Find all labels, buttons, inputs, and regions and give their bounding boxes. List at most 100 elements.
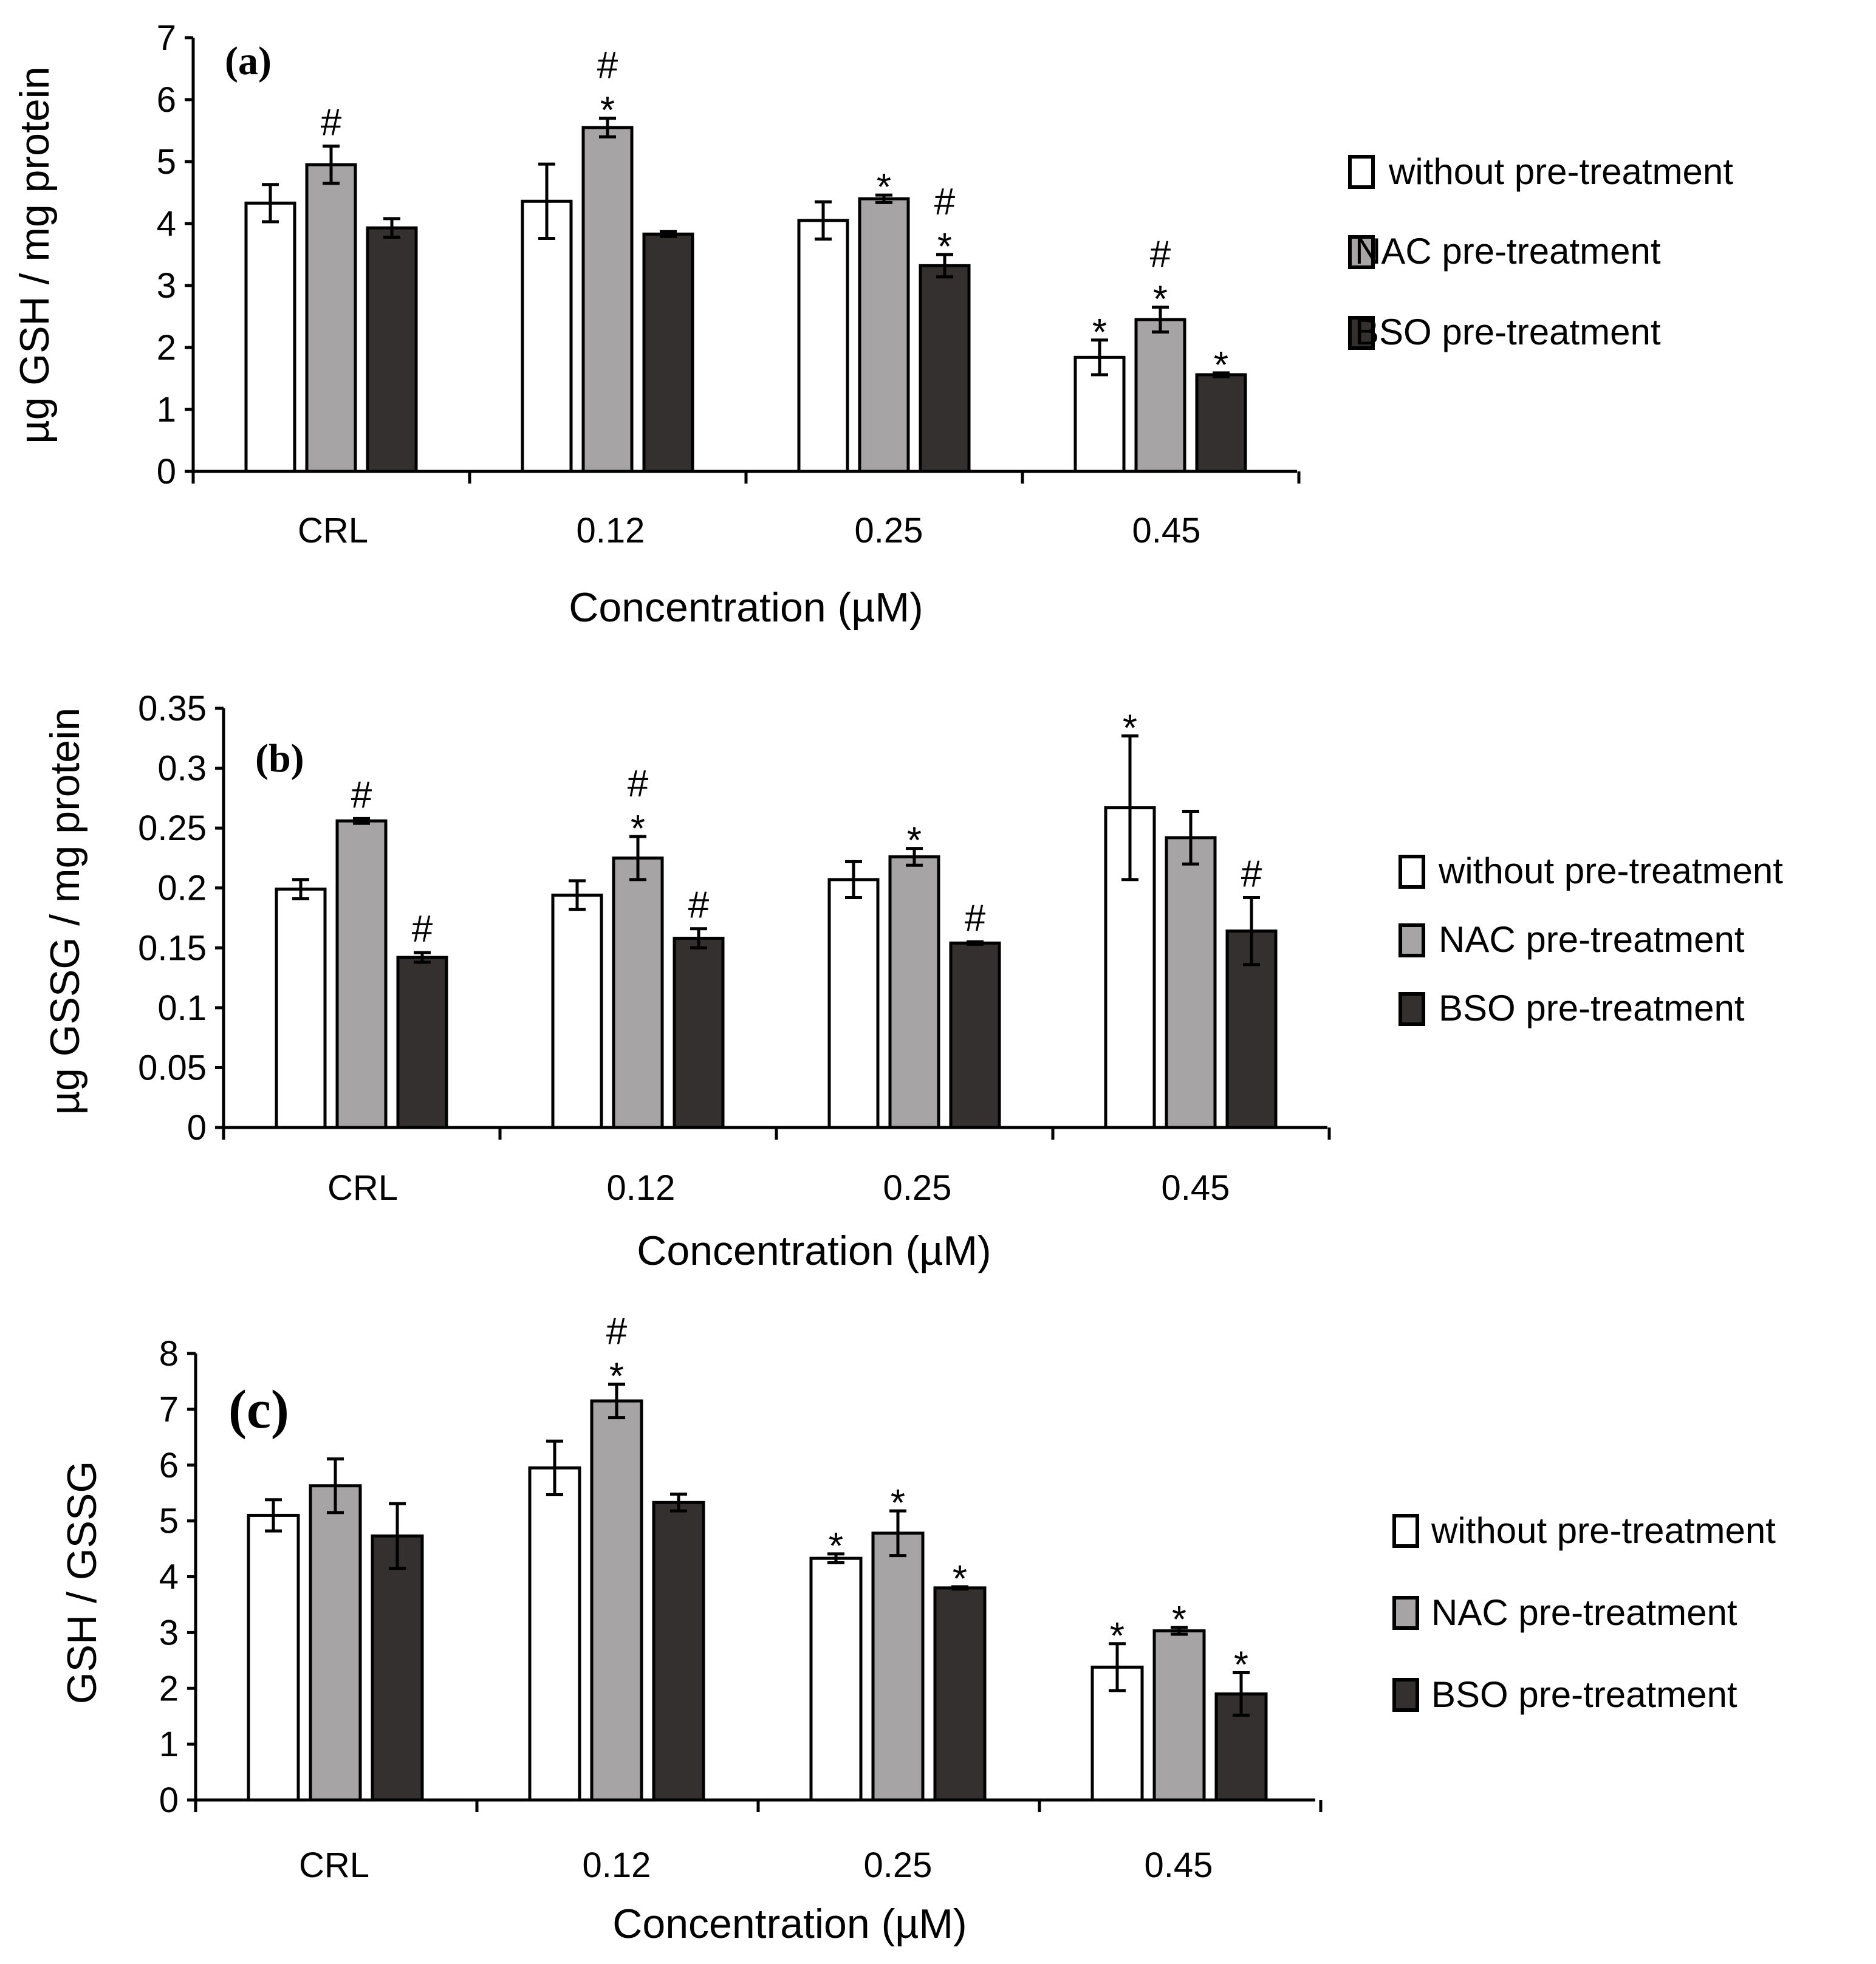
legend: without pre-treatment NAC pre-treatment … <box>1398 850 1783 1028</box>
y-tick-label: 4 <box>159 1558 179 1597</box>
legend-swatch-bso <box>1348 316 1375 350</box>
bar <box>1165 836 1217 1129</box>
bar <box>551 894 603 1129</box>
bar <box>652 1500 705 1802</box>
significance-hash: # <box>965 897 986 939</box>
y-tick-label: 0.1 <box>157 988 207 1028</box>
significance-star: * <box>1234 1644 1248 1686</box>
y-tick-label: 1 <box>157 390 176 429</box>
bar <box>335 819 388 1129</box>
legend-label: BSO pre-treatment <box>1439 988 1745 1028</box>
x-tick-label: CRL <box>298 511 368 550</box>
significance-hash: # <box>688 884 710 926</box>
bar <box>521 199 573 473</box>
significance-hash: # <box>1150 234 1171 276</box>
bar <box>305 163 357 473</box>
bar <box>933 1586 987 1802</box>
legend-label: NAC pre-treatment <box>1431 1592 1737 1633</box>
bar <box>858 197 910 473</box>
y-tick-label: 3 <box>159 1613 179 1652</box>
bar <box>949 941 1001 1129</box>
bar <box>1152 1629 1206 1802</box>
y-tick-label: 0.15 <box>138 928 207 968</box>
y-tick-label: 0 <box>157 452 176 491</box>
bar <box>797 219 849 473</box>
x-tick-label: CRL <box>327 1168 398 1208</box>
significance-star: * <box>877 166 891 208</box>
y-axis-title: GSH / GSSG <box>59 1461 105 1705</box>
significance-hash: # <box>321 102 342 144</box>
y-tick-label: 2 <box>159 1669 179 1708</box>
panel-label: (c) <box>228 1380 289 1440</box>
bar <box>366 226 418 473</box>
bar <box>371 1534 424 1802</box>
significance-star: * <box>1172 1599 1186 1641</box>
legend-label: NAC pre-treatment <box>1439 919 1745 960</box>
legend-swatch-nac <box>1348 235 1375 269</box>
significance-star: * <box>953 1558 967 1600</box>
significance-star: * <box>1153 279 1168 321</box>
y-tick-label: 2 <box>157 328 176 368</box>
y-tick-label: 0.05 <box>138 1048 207 1087</box>
significance-hash: # <box>1241 853 1262 895</box>
y-tick-label: 7 <box>159 1390 179 1429</box>
x-axis-title: Concentration (µM) <box>569 584 923 631</box>
y-tick-label: 1 <box>159 1725 179 1764</box>
bar <box>673 937 725 1129</box>
bar <box>871 1531 925 1802</box>
significance-star: * <box>907 820 922 862</box>
x-tick-label: 0.45 <box>1132 511 1201 550</box>
significance-star: * <box>891 1482 905 1524</box>
legend-swatch-nac <box>1392 1596 1419 1630</box>
legend-swatch-bso <box>1398 992 1425 1026</box>
x-axis-title: Concentration (µM) <box>612 1901 967 1947</box>
panel-a: (a) µg GSH / mg protein Concentration (µ… <box>12 18 1733 631</box>
bar <box>244 201 296 473</box>
bar <box>275 888 327 1129</box>
y-tick-label: 8 <box>159 1334 179 1374</box>
significance-hash: # <box>934 181 956 223</box>
bar <box>528 1466 581 1802</box>
legend-label: without pre-treatment <box>1438 850 1783 891</box>
x-tick-label: 0.12 <box>583 1846 651 1885</box>
y-tick-label: 0 <box>159 1781 179 1820</box>
bar <box>309 1484 362 1802</box>
significance-star: * <box>1110 1615 1125 1657</box>
significance-star: * <box>600 90 615 132</box>
legend-swatch-without <box>1348 155 1375 189</box>
panel-b: (b) µg GSSG / mg protein Concentration (… <box>42 689 1783 1274</box>
y-tick-label: 0.25 <box>138 809 207 848</box>
significance-star: * <box>1092 312 1107 354</box>
y-tick-label: 6 <box>157 80 176 120</box>
y-tick-label: 0.2 <box>157 869 207 908</box>
x-tick-label: CRL <box>299 1846 369 1885</box>
bar <box>827 878 880 1129</box>
y-tick-label: 7 <box>157 18 176 58</box>
significance-star: * <box>631 808 645 850</box>
significance-hash: # <box>412 908 433 950</box>
y-tick-label: 5 <box>159 1502 179 1541</box>
y-axis-title: µg GSH / mg protein <box>12 66 58 443</box>
bar <box>612 856 664 1129</box>
bar <box>1195 373 1247 473</box>
legend-label: BSO pre-treatment <box>1355 312 1661 352</box>
bar <box>642 232 694 473</box>
x-tick-label: 0.12 <box>607 1168 676 1208</box>
y-tick-label: 4 <box>157 204 176 244</box>
y-tick-label: 3 <box>157 266 176 306</box>
y-axis-title: µg GSSG / mg protein <box>42 708 88 1115</box>
legend: without pre-treatment NAC pre-treatment … <box>1348 151 1733 352</box>
x-tick-label: 0.12 <box>577 511 645 550</box>
panel-c: (c) GSH / GSSG Concentration (µM) CRL 0.… <box>59 1311 1776 1947</box>
x-tick-label: 0.25 <box>864 1846 933 1885</box>
x-tick-label: 0.45 <box>1162 1168 1230 1208</box>
legend-swatch-nac <box>1398 923 1425 957</box>
legend-label: without pre-treatment <box>1431 1510 1776 1551</box>
x-axis-title: Concentration (µM) <box>637 1228 991 1274</box>
panel-label: (a) <box>225 39 272 83</box>
y-tick-label: 0.35 <box>138 689 207 728</box>
significance-star: * <box>609 1356 624 1398</box>
significance-hash: # <box>606 1311 628 1353</box>
x-tick-label: 0.45 <box>1145 1846 1213 1885</box>
